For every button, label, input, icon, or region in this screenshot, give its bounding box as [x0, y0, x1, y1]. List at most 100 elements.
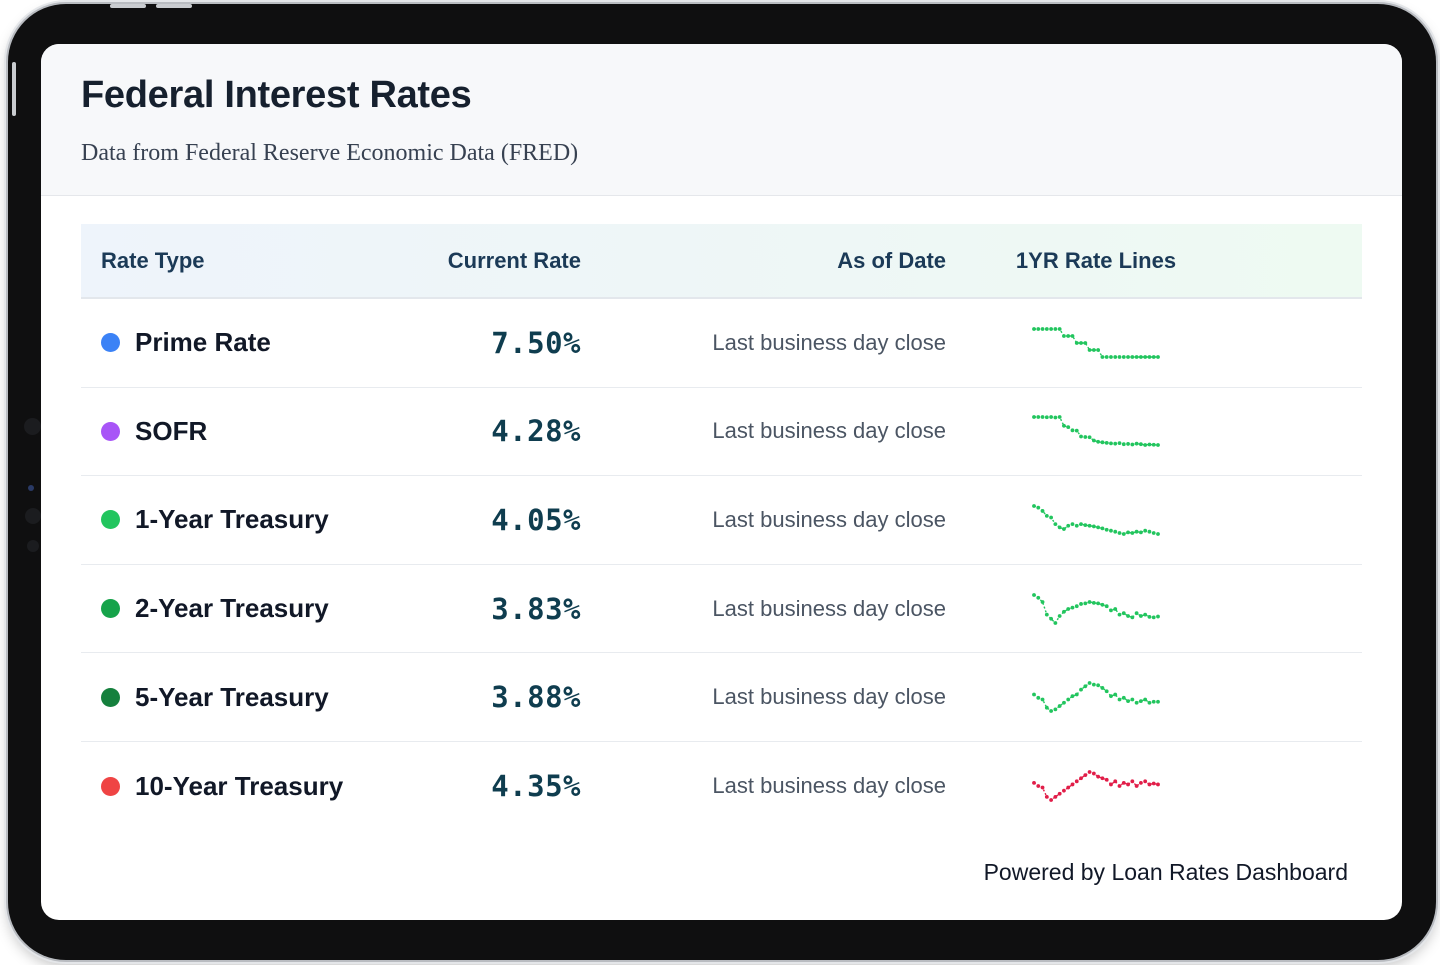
sparkline-point — [1130, 697, 1135, 702]
sparkline-point — [1062, 609, 1066, 614]
current-rate-value: 3.88% — [491, 680, 581, 715]
rate-type-cell: 2-Year Treasury — [81, 593, 417, 624]
sparkline-point — [1083, 773, 1088, 778]
rate-type-cell: 5-Year Treasury — [81, 682, 417, 713]
sparkline-point — [1049, 326, 1054, 331]
sparkline-point — [1109, 354, 1113, 359]
column-header-rate-lines: 1YR Rate Lines — [1015, 247, 1177, 273]
sparkline-point — [1100, 686, 1105, 691]
as-of-date: Last business day close — [712, 684, 946, 710]
sparkline-point — [1040, 599, 1045, 604]
rate-sparkline — [1032, 326, 1160, 359]
sparkline-point — [1036, 595, 1041, 600]
sparkline-point — [1126, 613, 1130, 618]
sparkline-point — [1053, 795, 1058, 800]
sparkline-point — [1062, 527, 1066, 531]
table-body: Prime Rate 7.50% Last business day close… — [81, 299, 1362, 831]
sparkline-point — [1036, 326, 1041, 331]
series-color-dot — [101, 510, 120, 530]
sparkline-point — [1096, 775, 1101, 779]
sparkline-point — [1134, 442, 1139, 446]
rate-sparkline — [1032, 415, 1160, 448]
sparkline-point — [1049, 709, 1054, 714]
sparkline-point — [1151, 354, 1156, 359]
sparkline-point — [1117, 612, 1122, 617]
column-header-as-of-date: As of Date — [837, 247, 946, 273]
sparkline-point — [1057, 525, 1062, 530]
sparkline-point — [1130, 531, 1135, 535]
sparkline-point — [1057, 415, 1062, 420]
sparkline-point — [1134, 610, 1139, 615]
sparkline-point — [1121, 354, 1126, 359]
sparkline-point — [1053, 326, 1058, 331]
sparkline-point — [1121, 532, 1126, 536]
sparkline-cell — [946, 675, 1246, 719]
sparkline-point — [1074, 340, 1079, 345]
as-of-date: Last business day close — [712, 595, 946, 621]
sparkline-point — [1032, 592, 1036, 597]
sparkline-point — [1079, 434, 1083, 439]
sparkline-point — [1143, 697, 1148, 702]
current-rate-value: 3.83% — [491, 591, 581, 626]
sparkline-point — [1040, 785, 1045, 790]
sparkline-point — [1087, 435, 1092, 440]
current-rate-value: 4.35% — [491, 769, 581, 804]
current-rate-value: 4.28% — [491, 414, 581, 449]
sparkline-point — [1079, 601, 1083, 606]
sparkline-point — [1032, 692, 1036, 697]
camera-dot — [24, 418, 41, 435]
sparkline-point — [1062, 424, 1066, 429]
sparkline-point — [1156, 354, 1160, 359]
sparkline-point — [1074, 429, 1079, 433]
table-row: 2-Year Treasury 3.83% Last business day … — [81, 565, 1362, 654]
table-row: SOFR 4.28% Last business day close — [81, 388, 1362, 477]
sparkline-point — [1130, 354, 1135, 359]
sparkline-point — [1100, 602, 1105, 607]
sparkline-point — [1062, 789, 1066, 793]
sparkline-point — [1062, 701, 1066, 705]
camera-dot — [28, 485, 34, 491]
footer-credit: Powered by Loan Rates Dashboard — [983, 859, 1348, 885]
sparkline-point — [1096, 525, 1101, 530]
sparkline-point — [1036, 415, 1041, 420]
sparkline-point — [1049, 616, 1054, 621]
sparkline-point — [1126, 354, 1130, 359]
sparkline-cell — [946, 321, 1246, 365]
sparkline-point — [1036, 784, 1041, 789]
rate-name: SOFR — [135, 415, 208, 446]
sparkline-point — [1143, 528, 1148, 533]
series-color-dot — [101, 687, 120, 707]
sparkline-point — [1156, 532, 1160, 536]
sparkline-point — [1074, 779, 1079, 784]
as-of-date: Last business day close — [712, 418, 946, 444]
sparkline-point — [1044, 612, 1049, 617]
sparkline-point — [1100, 440, 1105, 445]
sparkline-point — [1156, 614, 1160, 619]
sparkline-point — [1113, 779, 1118, 784]
sparkline-point — [1044, 705, 1049, 710]
sparkline-point — [1109, 694, 1113, 699]
sparkline-point — [1121, 696, 1126, 700]
sparkline-point — [1147, 701, 1152, 705]
sparkline-path — [1034, 328, 1158, 358]
sparkline-point — [1151, 700, 1156, 704]
sparkline-point — [1096, 683, 1101, 688]
sparkline-point — [1057, 704, 1062, 709]
sparkline-point — [1074, 603, 1079, 608]
sparkline-point — [1104, 354, 1109, 359]
sparkline-cell — [946, 587, 1246, 631]
sparkline-point — [1104, 689, 1109, 694]
sparkline-point — [1113, 692, 1118, 697]
camera-dot — [27, 540, 39, 552]
sparkline-point — [1134, 529, 1139, 534]
sparkline-point — [1138, 442, 1143, 447]
sparkline-point — [1044, 326, 1049, 331]
sparkline-point — [1100, 526, 1105, 531]
sparkline-point — [1109, 782, 1113, 787]
as-of-date: Last business day close — [712, 329, 946, 355]
sparkline-point — [1066, 425, 1071, 430]
sparkline-point — [1147, 354, 1152, 359]
sparkline-point — [1147, 529, 1152, 534]
sparkline-point — [1053, 416, 1058, 420]
sparkline-point — [1083, 601, 1088, 605]
